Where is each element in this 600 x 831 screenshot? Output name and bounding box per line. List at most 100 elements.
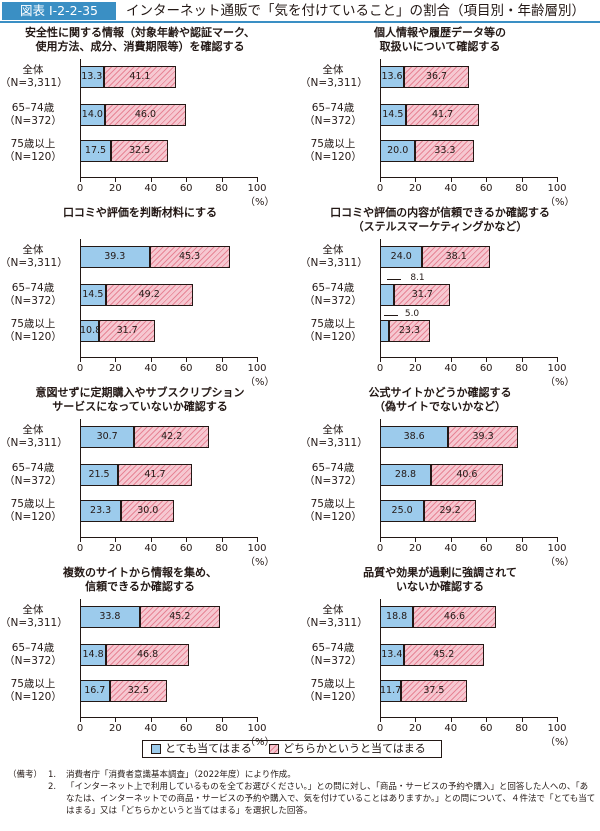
category-label-line: （N=120） bbox=[304, 511, 362, 523]
category-label: 全体 （N=3,311） bbox=[300, 64, 368, 90]
x-tick-label: 80 bbox=[215, 363, 228, 374]
chart-title-line: サービスになっていないか確認する bbox=[52, 400, 228, 413]
x-tick bbox=[521, 178, 523, 182]
data-label: 24.0 bbox=[390, 251, 412, 262]
data-label: 23.3 bbox=[90, 505, 112, 516]
category-label: 65–74歳 （N=372） bbox=[0, 102, 66, 128]
chart-title-line: 公式サイトかどうか確認する bbox=[368, 386, 512, 399]
data-label-leader bbox=[384, 315, 399, 316]
data-label: 31.7 bbox=[116, 325, 138, 336]
data-label: 33.8 bbox=[99, 611, 121, 622]
category-label-line: （N=120） bbox=[4, 331, 62, 343]
category-label: 75歳以上 （N=120） bbox=[0, 678, 66, 704]
data-label: 39.3 bbox=[104, 251, 126, 262]
legend-swatch-series-b bbox=[269, 744, 279, 754]
bar-segment-series-b bbox=[149, 246, 230, 268]
chart-title-line: 口コミや評価の内容が信頼できるか確認する bbox=[330, 206, 550, 219]
data-label: 21.5 bbox=[88, 469, 110, 480]
figure-header: インターネット通販で「気を付けていること」の割合（項目別・年齢層別） 図表 I-… bbox=[0, 0, 600, 23]
x-tick bbox=[415, 718, 417, 722]
x-tick bbox=[221, 538, 223, 542]
x-tick-label: 80 bbox=[515, 183, 528, 194]
x-tick-label: 40 bbox=[144, 183, 158, 194]
category-label-line: （N=372） bbox=[304, 115, 362, 127]
x-tick bbox=[486, 718, 488, 722]
bar-segment-series-a bbox=[80, 500, 122, 522]
bar-segment-series-b bbox=[109, 680, 168, 702]
data-label: 23.3 bbox=[398, 325, 421, 336]
bar-segment-series-b bbox=[110, 140, 169, 162]
bar-segment-series-a bbox=[380, 606, 414, 628]
data-label: 11.7 bbox=[380, 685, 402, 696]
data-label: 45.3 bbox=[179, 251, 201, 262]
category-label-line: 全体 bbox=[322, 244, 344, 256]
category-label-line: （N=120） bbox=[304, 151, 362, 163]
chart-title: 口コミや評価の内容が信頼できるか確認する （ステルスマーケティングかなど） bbox=[300, 206, 580, 234]
category-label-line: 全体 bbox=[22, 244, 44, 256]
data-label: 36.7 bbox=[425, 71, 448, 82]
x-tick-label: 0 bbox=[376, 363, 384, 374]
category-label: 75歳以上 （N=120） bbox=[0, 318, 66, 344]
x-tick-label: 60 bbox=[479, 723, 493, 734]
bar-segment-series-a bbox=[380, 66, 405, 88]
x-tick-label: 100 bbox=[247, 183, 267, 194]
category-label: 全体 （N=3,311） bbox=[300, 244, 368, 270]
bar-segment-series-b bbox=[121, 500, 175, 522]
chart-title-line: （ステルスマーケティングかなど） bbox=[352, 220, 528, 233]
category-label: 75歳以上 （N=120） bbox=[300, 498, 366, 524]
data-label: 41.7 bbox=[144, 469, 166, 480]
data-label: 20.0 bbox=[387, 145, 409, 156]
category-label-line: （N=372） bbox=[304, 475, 362, 487]
legend-label-series-a: とても当てはまる bbox=[165, 742, 252, 755]
category-label-line: 75歳以上 bbox=[310, 678, 356, 690]
x-axis-unit: （%） bbox=[545, 197, 575, 208]
bar-segment-series-a bbox=[380, 246, 423, 268]
category-label-line: 全体 bbox=[22, 424, 44, 436]
bar-segment-series-b bbox=[99, 320, 156, 342]
category-label-line: 65–74歳 bbox=[311, 102, 355, 114]
x-tick-label: 40 bbox=[444, 543, 458, 554]
x-tick-label: 40 bbox=[144, 363, 158, 374]
category-label-line: （N=372） bbox=[4, 115, 62, 127]
bar-segment-series-a bbox=[380, 464, 431, 486]
bar-segment-series-a bbox=[80, 680, 110, 702]
data-label: 49.2 bbox=[138, 289, 160, 300]
x-tick bbox=[450, 178, 452, 182]
data-label: 46.0 bbox=[134, 109, 157, 120]
bar-segment-series-b bbox=[104, 104, 187, 126]
x-tick-label: 60 bbox=[179, 543, 193, 554]
chart-title: 口コミや評価を判断材料にする bbox=[0, 206, 280, 220]
category-label-line: （N=120） bbox=[304, 331, 362, 343]
x-tick-label: 40 bbox=[144, 723, 158, 734]
chart-panel-3: 口コミや評価を判断材料にする 0 20 40 60 80 100 （%） 全体 （N=3,311）… bbox=[0, 206, 280, 388]
bar-segment-series-a bbox=[380, 284, 395, 306]
x-tick-label: 60 bbox=[179, 183, 193, 194]
x-tick-label: 80 bbox=[515, 543, 528, 554]
category-label-line: 65–74歳 bbox=[11, 102, 55, 114]
data-label: 30.7 bbox=[96, 431, 118, 442]
bar-segment-series-b bbox=[430, 464, 503, 486]
x-tick bbox=[221, 718, 223, 722]
bar-segment-series-a bbox=[380, 320, 389, 342]
chart-panel-8: 品質や効果が過剰に強調されて いないか確認する 0 20 40 60 80 100 （%） 全体（… bbox=[300, 566, 580, 748]
x-axis-unit: （%） bbox=[545, 737, 575, 748]
bar-segment-series-a bbox=[380, 426, 449, 448]
x-tick bbox=[186, 718, 188, 722]
category-label-line: 全体 bbox=[322, 604, 344, 616]
bar-segment-series-b bbox=[400, 680, 468, 702]
category-label-line: （N=3,311） bbox=[0, 617, 68, 629]
category-label: 全体 （N=3,311） bbox=[0, 244, 68, 270]
x-tick bbox=[380, 538, 381, 542]
x-tick-label: 0 bbox=[376, 543, 384, 554]
category-label: 75歳以上 （N=120） bbox=[300, 678, 366, 704]
data-label: 33.3 bbox=[434, 145, 456, 156]
data-label: 38.1 bbox=[445, 251, 467, 262]
bar-segment-series-b bbox=[403, 644, 484, 666]
data-label: 37.5 bbox=[423, 685, 445, 696]
x-tick-label: 40 bbox=[444, 723, 458, 734]
x-tick bbox=[521, 538, 523, 542]
data-label: 38.6 bbox=[403, 431, 425, 442]
chart-title-line: 個人情報や履歴データ等の bbox=[374, 26, 506, 39]
bar-segment-series-b bbox=[134, 426, 210, 448]
